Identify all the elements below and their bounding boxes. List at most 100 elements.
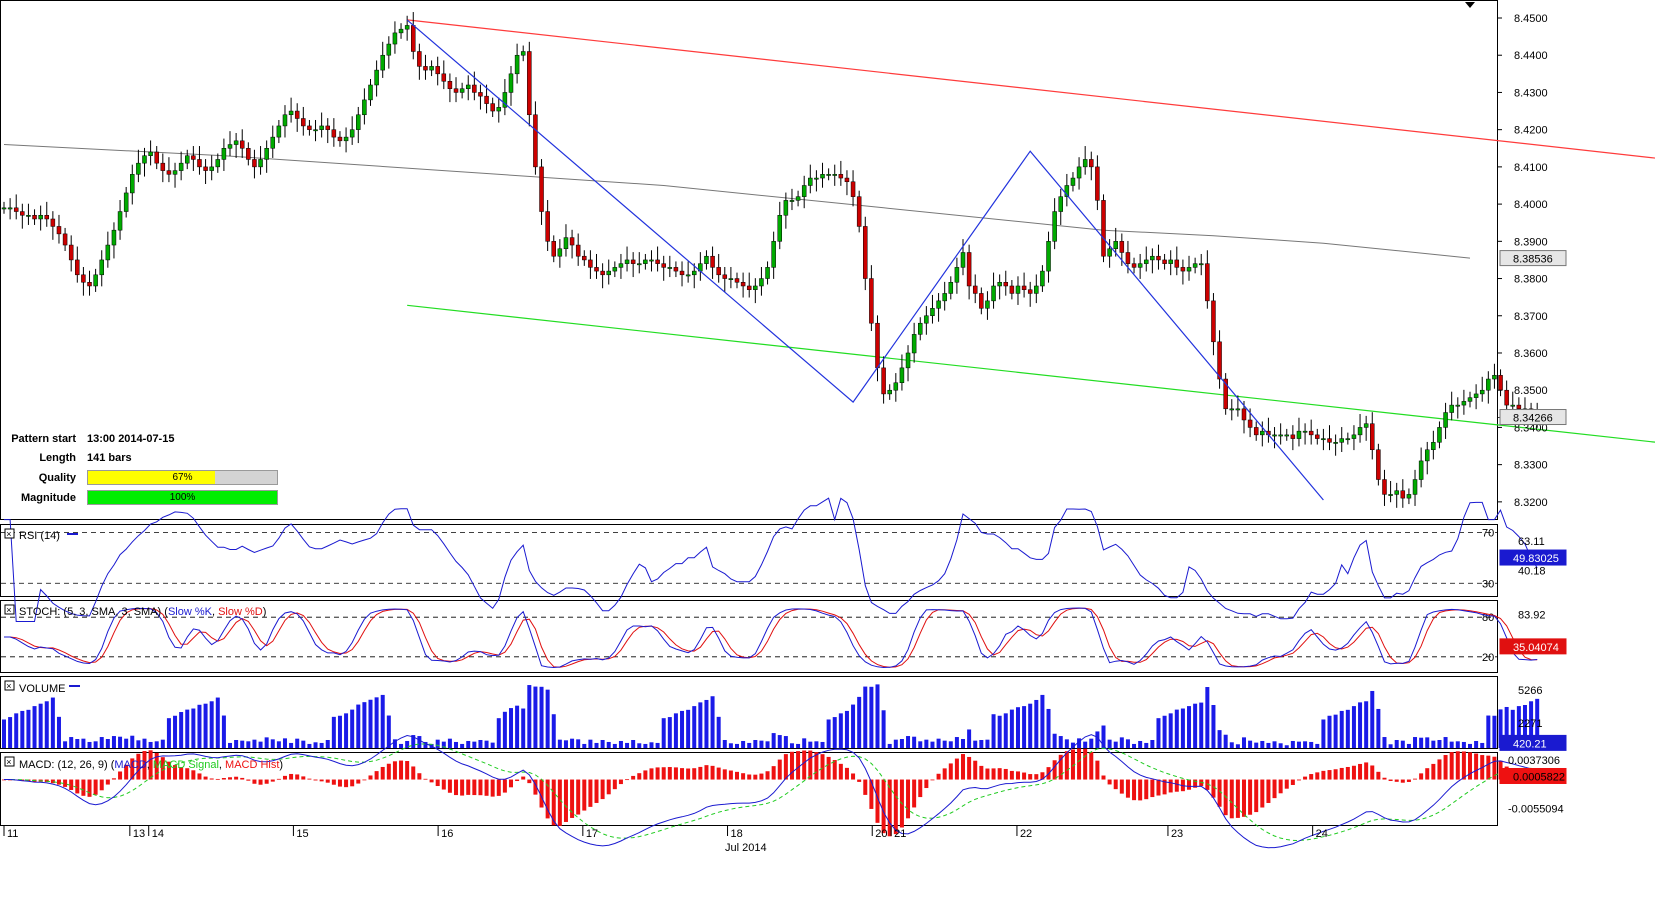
macd-hist-bar <box>252 779 257 784</box>
macd-hist-bar <box>698 766 703 780</box>
candle-body <box>1034 285 1039 294</box>
macd-hist-bar <box>667 767 672 780</box>
volume-bar <box>282 738 287 748</box>
macd-hist-bar <box>392 761 397 780</box>
volume-bar <box>667 717 672 748</box>
macd-hist-bar <box>136 753 141 780</box>
macd-hist-bar <box>1162 779 1167 795</box>
candle-body <box>398 28 404 34</box>
macd-hist-bar <box>600 779 605 800</box>
volume-bar <box>844 710 849 748</box>
macd-hist-bar <box>802 750 807 780</box>
stoch-toggle-icon[interactable] <box>4 604 15 615</box>
macd-hist-bar <box>289 773 294 780</box>
volume-bar <box>1516 706 1521 748</box>
candle-body <box>356 114 361 130</box>
volume-bar <box>1254 742 1259 748</box>
candle-body <box>533 114 538 168</box>
macd-hist-bar <box>851 773 856 780</box>
ma-value-tag-box <box>1499 250 1567 267</box>
macd-hist-bar <box>1309 774 1314 780</box>
volume-bar <box>50 697 55 748</box>
volume-bar <box>838 713 843 748</box>
last-price-tag-box <box>1499 409 1567 426</box>
volume-bar <box>576 739 581 748</box>
candle-body <box>508 73 514 93</box>
candle-body <box>1486 378 1491 391</box>
macd-panel-frame <box>0 752 1498 826</box>
volume-bar <box>276 741 281 748</box>
candle-body <box>111 229 117 246</box>
macd-hist-bar <box>447 779 452 793</box>
candle-body <box>856 196 862 227</box>
stoch-panel-frame <box>0 600 1498 673</box>
volume-bar <box>1107 739 1112 748</box>
macd-hist-bar <box>1248 779 1253 815</box>
candle-body <box>649 259 654 262</box>
stoch-k-label: Slow %K <box>168 606 213 618</box>
stoch-level-label: 20 <box>1482 652 1494 664</box>
volume-bar <box>881 710 886 748</box>
candle-body <box>808 177 813 186</box>
candle-body <box>441 73 447 82</box>
candle-body <box>1150 255 1155 261</box>
volume-bar <box>337 715 342 748</box>
candle-body <box>75 259 80 276</box>
macd-hist-bar <box>1437 759 1442 780</box>
macd-hist-bar <box>1455 751 1460 780</box>
macd-hist-bar <box>1382 777 1387 780</box>
volume-bar <box>1455 741 1460 748</box>
volume-bar <box>1083 741 1088 748</box>
macd-hist-bar <box>173 765 178 780</box>
candle-body <box>1119 241 1125 253</box>
macd-hist-bar <box>1431 763 1436 780</box>
price-panel-frame <box>0 0 1498 520</box>
volume-bar <box>563 740 568 748</box>
ma-value-tag-text: 8.38536 <box>1513 254 1553 266</box>
candle-body <box>1498 375 1503 391</box>
candle-body <box>337 136 343 142</box>
macd-title-prefix: MACD: (12, 26, 9) ( <box>19 759 115 771</box>
x-tick-label: 13 <box>133 828 145 840</box>
volume-bar <box>1015 707 1020 748</box>
volume-bar <box>1351 706 1356 748</box>
macd-hist-bar <box>680 768 685 780</box>
candle-body <box>881 367 886 395</box>
volume-bar <box>99 737 104 748</box>
candle-body <box>99 259 104 276</box>
candle-body <box>966 252 972 287</box>
candle-body <box>1437 427 1442 443</box>
macd-hist-bar <box>1132 779 1137 801</box>
volume-bar <box>38 703 43 748</box>
candle-body <box>820 174 825 179</box>
candle-body <box>954 267 960 283</box>
candle-body <box>600 270 605 276</box>
volume-bar <box>130 735 135 748</box>
volume-bar <box>166 718 171 748</box>
pattern-start-value: 13:00 2014-07-15 <box>87 433 175 445</box>
price-tick-label: 8.4300 <box>1514 87 1548 99</box>
macd-hist-bar <box>1040 772 1045 780</box>
volume-bar <box>1425 737 1430 748</box>
macd-hist-bar <box>1345 766 1350 780</box>
volume-bar <box>631 739 636 748</box>
macd-hist-bar <box>1351 765 1356 780</box>
macd-hist-bar <box>1370 765 1375 780</box>
scroll-marker-icon[interactable] <box>1465 2 1475 8</box>
macd-hist-bar <box>472 779 477 796</box>
volume-bar <box>539 686 544 748</box>
macd-toggle-icon[interactable] <box>4 756 15 767</box>
candle-body <box>1308 430 1314 436</box>
volume-toggle-icon[interactable] <box>4 680 15 691</box>
volume-bar <box>331 716 336 748</box>
rsi-toggle-icon[interactable] <box>4 528 15 539</box>
candle-body <box>1144 259 1149 264</box>
macd-tick-label: 0.0037306 <box>1508 755 1560 767</box>
candle-body <box>136 162 141 175</box>
volume-bar <box>857 696 862 748</box>
macd-hist-bar <box>1150 779 1155 798</box>
candle-body <box>918 322 923 335</box>
candle-body <box>618 263 624 268</box>
volume-bar <box>1217 730 1222 748</box>
macd-hist-bar <box>87 779 92 797</box>
